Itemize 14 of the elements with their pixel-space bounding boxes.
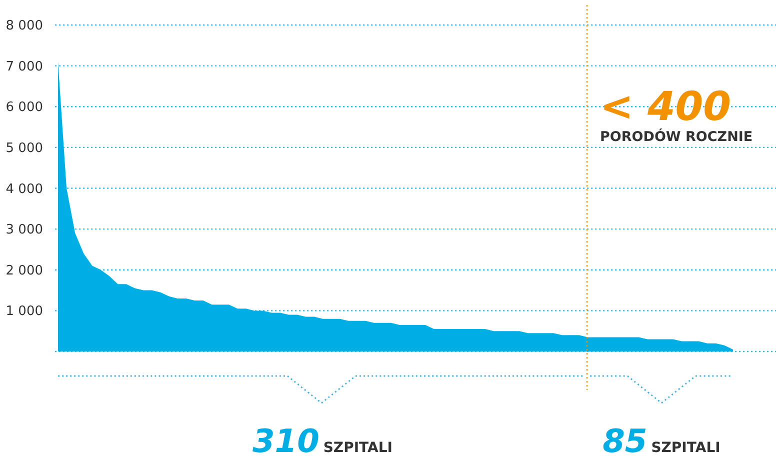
y-tick-label: 2 000 xyxy=(6,263,43,278)
text: SZPITALI xyxy=(651,440,720,456)
text: 85 xyxy=(602,422,648,456)
text: 310 xyxy=(252,422,320,456)
y-tick-label: 1 000 xyxy=(6,304,43,320)
y-tick-label: 4 000 xyxy=(6,182,43,197)
y-tick-label: 3 000 xyxy=(6,222,43,238)
text: SZPITALI xyxy=(323,440,392,456)
annotation: PORODÓW ROCZNIE xyxy=(600,128,753,145)
y-tick-label: 5 000 xyxy=(6,140,43,156)
annotation: < 400 xyxy=(600,84,731,130)
y-tick-label: 6 000 xyxy=(6,100,43,116)
y-tick-label: 8 000 xyxy=(6,18,43,34)
y-tick-label: 7 000 xyxy=(6,59,43,74)
